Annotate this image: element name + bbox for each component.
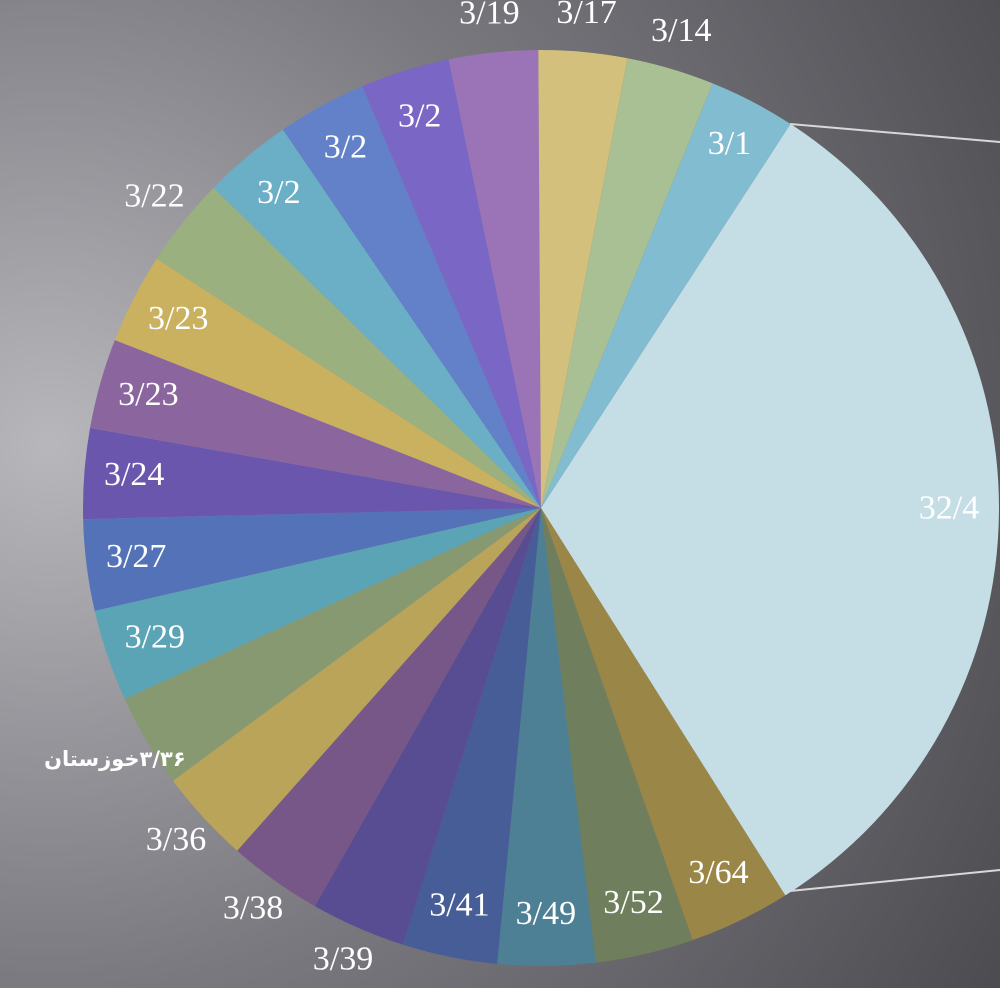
slice bbox=[541, 123, 999, 896]
slice bbox=[541, 83, 791, 509]
slice bbox=[173, 508, 541, 851]
data-label: 3/2 bbox=[324, 129, 367, 166]
data-label: 3/14 bbox=[651, 12, 711, 49]
slice bbox=[497, 508, 596, 967]
slice bbox=[237, 508, 541, 907]
slice bbox=[541, 58, 713, 509]
data-label: 3/39 bbox=[313, 940, 373, 977]
leader-line bbox=[789, 123, 1000, 143]
slice bbox=[402, 508, 541, 964]
slice bbox=[213, 129, 541, 508]
data-label: 3/49 bbox=[516, 895, 576, 932]
data-label: 3/23 bbox=[118, 376, 178, 413]
data-label: 3/2 bbox=[257, 174, 300, 211]
slice bbox=[538, 50, 628, 508]
data-label: ۳/۳۶خوزستان bbox=[44, 747, 186, 771]
data-label: 3/27 bbox=[106, 538, 166, 575]
data-label: 3/22 bbox=[124, 178, 184, 215]
slice bbox=[314, 508, 541, 945]
data-label: 3/38 bbox=[223, 889, 283, 926]
slice bbox=[83, 508, 541, 611]
data-label: 3/19 bbox=[459, 0, 519, 31]
data-label: 3/29 bbox=[125, 618, 185, 655]
slice bbox=[282, 86, 541, 508]
data-label: 32/4 bbox=[919, 490, 979, 527]
data-label: 3/17 bbox=[556, 0, 616, 31]
slices bbox=[83, 50, 999, 967]
data-label: 3/2 bbox=[398, 97, 441, 134]
slice bbox=[448, 50, 541, 508]
labels: 32/4 3/64 3/52 3/49 3/41 3/39 3/38 3/36 ۳/۳۶خوزس… bbox=[44, 0, 979, 977]
slice bbox=[114, 258, 541, 508]
data-label: 3/1 bbox=[708, 125, 751, 162]
slice bbox=[94, 508, 541, 699]
data-label: 3/64 bbox=[688, 854, 748, 891]
data-label: 3/24 bbox=[104, 456, 164, 493]
data-label: 3/41 bbox=[429, 887, 489, 924]
slice bbox=[541, 508, 786, 941]
slice bbox=[362, 59, 541, 508]
data-label: 3/36 bbox=[146, 821, 206, 858]
data-label: 3/23 bbox=[148, 300, 208, 337]
leader-line bbox=[789, 869, 1000, 892]
slice bbox=[90, 340, 541, 508]
data-label: 3/52 bbox=[603, 884, 663, 921]
slice bbox=[83, 427, 541, 520]
slice bbox=[156, 187, 541, 509]
slice bbox=[541, 508, 693, 963]
slice bbox=[124, 508, 541, 781]
